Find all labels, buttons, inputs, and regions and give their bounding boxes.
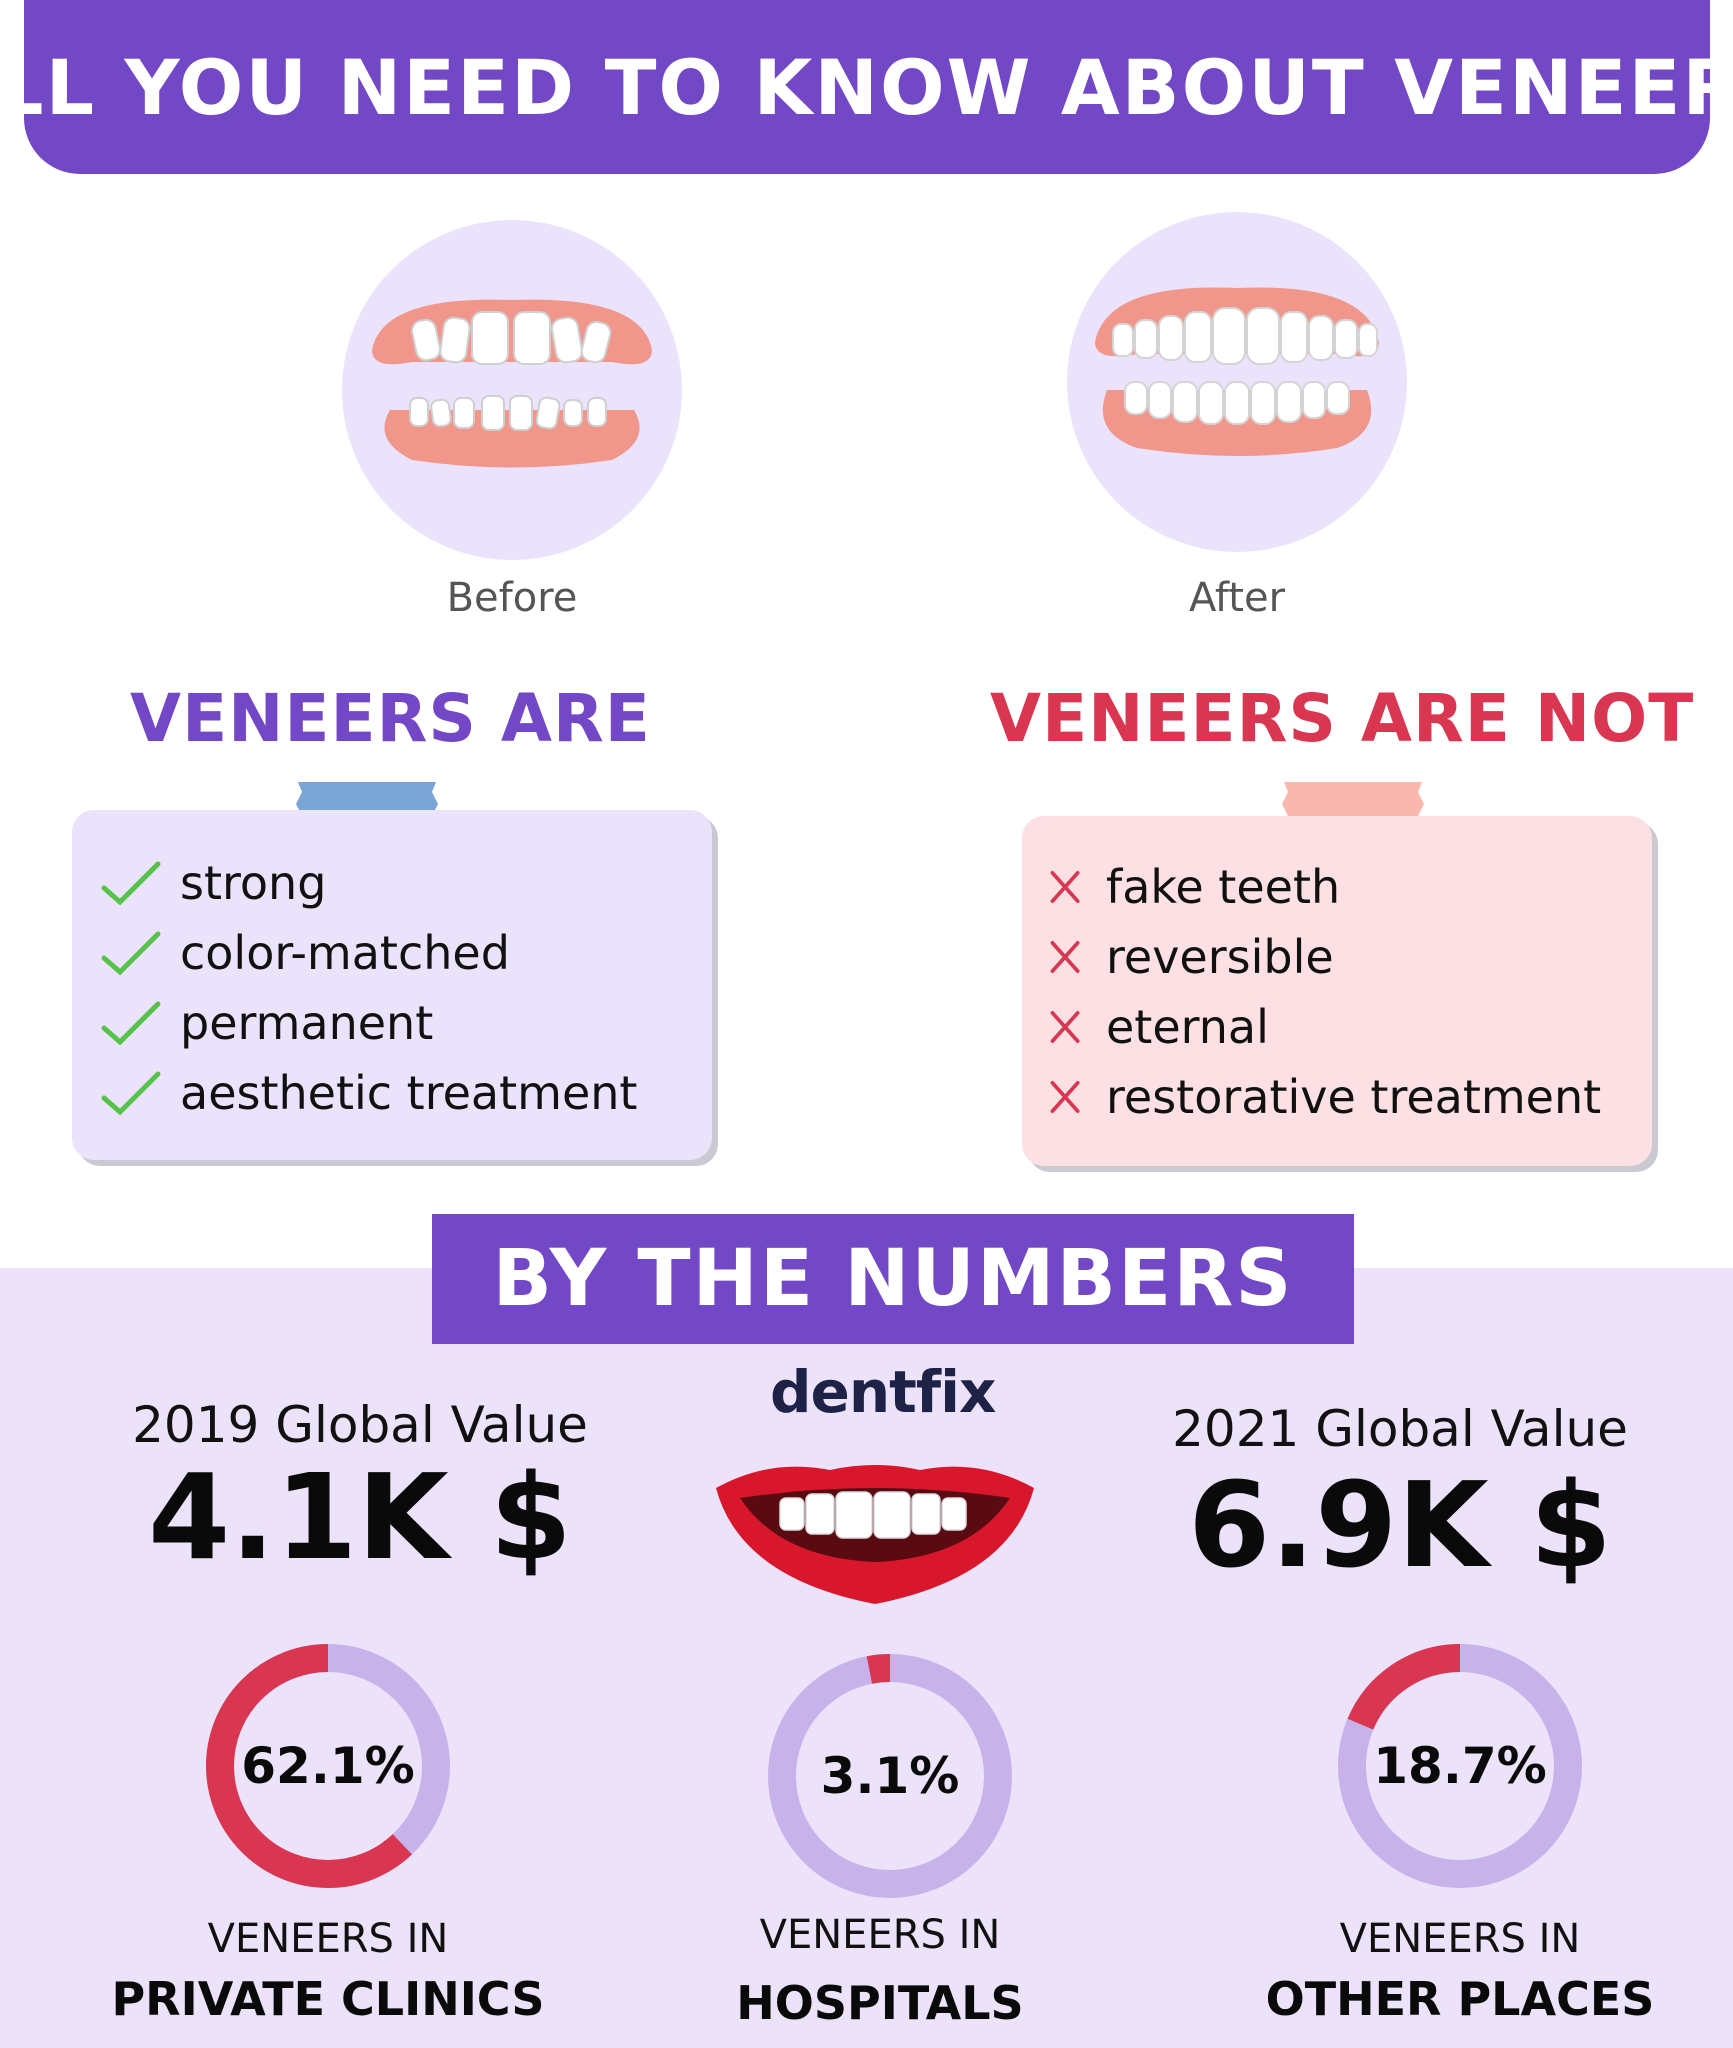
- stat-caption-line2: OTHER PLACES: [1265, 1972, 1655, 2026]
- veneers-are-card: strong color-matched permanent aesthetic…: [72, 810, 712, 1160]
- numbers-title: BY THE NUMBERS: [492, 1234, 1294, 1324]
- page-title: ALL YOU NEED TO KNOW ABOUT VENEERS: [0, 42, 1733, 132]
- donut-hospitals: 3.1%: [760, 1646, 1020, 1906]
- stat-caption-line1: VENEERS IN: [1339, 1916, 1581, 1962]
- checkmark-icon: [101, 1071, 161, 1116]
- list-item: fake teeth: [1048, 852, 1652, 922]
- checkmark-icon: [101, 1001, 161, 1046]
- list-item: aesthetic treatment: [100, 1058, 712, 1128]
- before-illustration: [342, 220, 682, 560]
- page-header: ALL YOU NEED TO KNOW ABOUT VENEERS: [0, 0, 1733, 174]
- list-item: reversible: [1048, 922, 1652, 992]
- veneers-are-not-title: VENEERS ARE NOT: [990, 680, 1695, 757]
- checkmark-icon: [101, 931, 161, 976]
- global-value-2021-label: 2021 Global Value: [1172, 1400, 1628, 1458]
- global-value-2019: 4.1K $: [148, 1448, 572, 1586]
- donut-segment: [206, 1644, 450, 1888]
- donut-percent: 3.1%: [820, 1747, 960, 1805]
- list-item: eternal: [1048, 992, 1652, 1062]
- before-label: Before: [446, 575, 578, 621]
- list-item: color-matched: [100, 918, 712, 988]
- veneers-are-title: VENEERS ARE: [130, 680, 651, 757]
- list-item: permanent: [100, 988, 712, 1058]
- donut-percent: 62.1%: [241, 1737, 415, 1795]
- veneers-are-not-card: fake teeth reversible eternal restorativ…: [1022, 816, 1652, 1166]
- stat-caption-line1: VENEERS IN: [207, 1916, 449, 1962]
- dentfix-logo: dentfix: [770, 1358, 996, 1426]
- donut-percent: 18.7%: [1373, 1737, 1547, 1795]
- cross-icon: [1050, 871, 1080, 903]
- numbers-banner: BY THE NUMBERS: [432, 1214, 1354, 1344]
- cross-icon: [1050, 1011, 1080, 1043]
- list-item: restorative treatment: [1048, 1062, 1652, 1132]
- pink-tape-icon: [1282, 782, 1424, 826]
- list-item: strong: [100, 848, 712, 918]
- global-value-2019-label: 2019 Global Value: [132, 1396, 588, 1454]
- after-illustration: [1067, 212, 1407, 552]
- smiling-lips-icon: [716, 1465, 1034, 1604]
- donut-private-clinics: 62.1%: [198, 1636, 458, 1896]
- crooked-teeth-icon: [372, 299, 652, 468]
- cross-icon: [1050, 1081, 1080, 1113]
- donut-other-places: 18.7%: [1330, 1636, 1590, 1896]
- stat-caption-line1: VENEERS IN: [759, 1912, 1001, 1958]
- cross-icon: [1050, 941, 1080, 973]
- after-label: After: [1188, 575, 1286, 621]
- stat-caption-line2: PRIVATE CLINICS: [111, 1972, 545, 2026]
- straight-teeth-icon: [1095, 287, 1379, 456]
- stat-caption-line2: HOSPITALS: [736, 1976, 1024, 2030]
- donut-segment: [1338, 1644, 1582, 1888]
- checkmark-icon: [101, 861, 161, 906]
- global-value-2021: 6.9K $: [1188, 1456, 1612, 1594]
- donut-segment: [768, 1654, 1012, 1898]
